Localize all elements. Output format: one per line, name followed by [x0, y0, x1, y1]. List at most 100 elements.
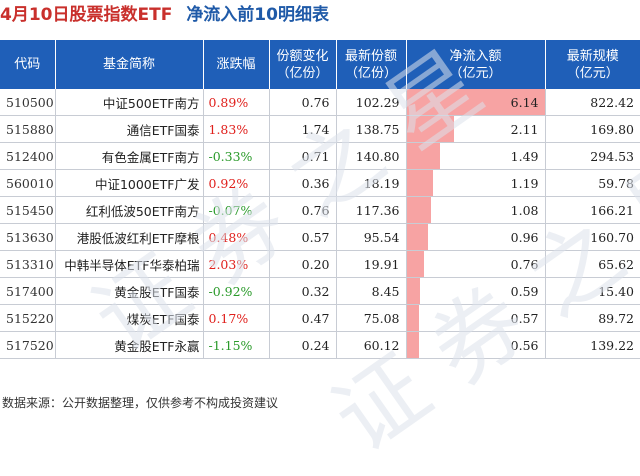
net-inflow-cell: 1.08	[406, 196, 546, 224]
change-cell: -0.07%	[203, 196, 270, 224]
latest-share-cell: 117.36	[336, 196, 407, 224]
net-inflow-cell: 6.14	[406, 89, 546, 116]
latest-scale-cell: 169.80	[545, 115, 640, 143]
fund-name-cell: 通信ETF国泰	[55, 115, 204, 143]
net-inflow-value: 1.49	[510, 148, 539, 164]
code-cell: 517520	[0, 331, 56, 359]
fund-name-cell: 黄金股ETF国泰	[55, 277, 204, 305]
fund-name-cell: 中证500ETF南方	[55, 89, 204, 116]
table-row: 513630 港股低波红利ETF摩根 0.48% 0.57 95.54 0.96 160.7…	[0, 223, 640, 251]
net-inflow-bar	[406, 89, 544, 115]
table-row: 510500 中证500ETF南方 0.89% 0.76 102.29 6.14 822.4…	[0, 89, 640, 116]
latest-share-cell: 140.80	[336, 142, 407, 170]
net-inflow-value: 1.19	[510, 175, 539, 191]
col-change-header: 涨跌幅	[203, 40, 270, 89]
net-inflow-bar	[406, 224, 429, 250]
net-inflow-value: 0.96	[510, 229, 539, 245]
col-net-inflow-header: 净流入额 （亿元）	[406, 40, 546, 89]
latest-share-cell: 19.91	[336, 250, 407, 278]
share-change-cell: 0.76	[269, 89, 337, 116]
net-inflow-cell: 0.56	[406, 331, 546, 359]
etf-inflow-table: 代码 基金简称 涨跌幅 份额变化 （亿份） 最新份额 （亿份） 净流入额 （亿元） 最…	[0, 40, 640, 359]
net-inflow-value: 0.56	[510, 337, 539, 353]
latest-share-cell: 138.75	[336, 115, 407, 143]
net-inflow-value: 6.14	[510, 94, 539, 110]
change-cell: 2.03%	[203, 250, 270, 278]
fund-name-cell: 港股低波红利ETF摩根	[55, 223, 204, 251]
code-cell: 512400	[0, 142, 56, 170]
share-change-cell: 0.20	[269, 250, 337, 278]
fund-name-cell: 黄金股ETF永赢	[55, 331, 204, 359]
table-row: 517400 黄金股ETF国泰 -0.92% 0.32 8.45 0.59 15.40	[0, 277, 640, 305]
fund-name-cell: 中证1000ETF广发	[55, 169, 204, 197]
net-inflow-bar	[406, 332, 420, 358]
net-inflow-bar	[406, 170, 434, 196]
code-cell: 560010	[0, 169, 56, 197]
share-change-cell: 0.47	[269, 304, 337, 332]
source-footnote: 数据来源：公开数据整理，仅供参考不构成投资建议	[2, 396, 279, 410]
latest-share-cell: 60.12	[336, 331, 407, 359]
page-title: 4月10日股票指数ETF 净流入前10明细表	[0, 0, 329, 30]
table-header: 代码 基金简称 涨跌幅 份额变化 （亿份） 最新份额 （亿份） 净流入额 （亿元） 最…	[0, 40, 640, 89]
table-row: 513310 中韩半导体ETF华泰柏瑞 2.03% 0.20 19.91 0.76 65.6…	[0, 250, 640, 278]
share-change-cell: 0.36	[269, 169, 337, 197]
table-row: 515220 煤炭ETF国泰 0.17% 0.47 75.08 0.57 89.72	[0, 304, 640, 332]
latest-scale-cell: 166.21	[545, 196, 640, 224]
fund-name-cell: 有色金属ETF南方	[55, 142, 204, 170]
net-inflow-bar	[406, 143, 440, 169]
latest-scale-cell: 15.40	[545, 277, 640, 305]
title-date-part: 4月10日股票指数ETF	[0, 5, 173, 25]
net-inflow-bar	[406, 278, 420, 304]
share-change-cell: 0.57	[269, 223, 337, 251]
share-change-cell: 0.76	[269, 196, 337, 224]
change-cell: 0.92%	[203, 169, 270, 197]
fund-name-cell: 红利低波50ETF南方	[55, 196, 204, 224]
code-cell: 515880	[0, 115, 56, 143]
latest-share-cell: 8.45	[336, 277, 407, 305]
share-change-cell: 1.74	[269, 115, 337, 143]
net-inflow-bar	[406, 251, 424, 277]
change-cell: 0.48%	[203, 223, 270, 251]
col-code-header: 代码	[0, 40, 56, 89]
net-inflow-cell: 1.19	[406, 169, 546, 197]
col-share-change-header: 份额变化 （亿份）	[269, 40, 337, 89]
code-cell: 515450	[0, 196, 56, 224]
latest-scale-cell: 89.72	[545, 304, 640, 332]
latest-scale-cell: 65.62	[545, 250, 640, 278]
table-body: 510500 中证500ETF南方 0.89% 0.76 102.29 6.14 822.4…	[0, 89, 640, 359]
change-cell: 0.17%	[203, 304, 270, 332]
latest-scale-cell: 294.53	[545, 142, 640, 170]
latest-share-cell: 102.29	[336, 89, 407, 116]
share-change-cell: 0.32	[269, 277, 337, 305]
fund-name-cell: 中韩半导体ETF华泰柏瑞	[55, 250, 204, 278]
net-inflow-value: 1.08	[510, 202, 539, 218]
code-cell: 510500	[0, 89, 56, 116]
net-inflow-value: 0.76	[510, 256, 539, 272]
change-cell: -1.15%	[203, 331, 270, 359]
table-row: 517520 黄金股ETF永赢 -1.15% 0.24 60.12 0.56 139.22	[0, 331, 640, 359]
table-row: 512400 有色金属ETF南方 -0.33% 0.71 140.80 1.49 294.5…	[0, 142, 640, 170]
net-inflow-cell: 0.96	[406, 223, 546, 251]
latest-scale-cell: 139.22	[545, 331, 640, 359]
net-inflow-cell: 2.11	[406, 115, 546, 143]
net-inflow-value: 0.59	[510, 283, 539, 299]
latest-share-cell: 75.08	[336, 304, 407, 332]
latest-share-cell: 95.54	[336, 223, 407, 251]
net-inflow-cell: 0.76	[406, 250, 546, 278]
table-row: 515450 红利低波50ETF南方 -0.07% 0.76 117.36 1.08 166…	[0, 196, 640, 224]
share-change-cell: 0.24	[269, 331, 337, 359]
net-inflow-bar	[406, 116, 454, 142]
latest-share-cell: 18.19	[336, 169, 407, 197]
net-inflow-value: 0.57	[510, 310, 539, 326]
latest-scale-cell: 822.42	[545, 89, 640, 116]
net-inflow-cell: 1.49	[406, 142, 546, 170]
change-cell: -0.33%	[203, 142, 270, 170]
code-cell: 513630	[0, 223, 56, 251]
title-desc-part: 净流入前10明细表	[186, 5, 329, 25]
col-latest-scale-header: 最新规模 （亿元）	[545, 40, 640, 89]
change-cell: 0.89%	[203, 89, 270, 116]
share-change-cell: 0.71	[269, 142, 337, 170]
net-inflow-value: 2.11	[510, 121, 539, 137]
net-inflow-cell: 0.57	[406, 304, 546, 332]
latest-scale-cell: 59.78	[545, 169, 640, 197]
